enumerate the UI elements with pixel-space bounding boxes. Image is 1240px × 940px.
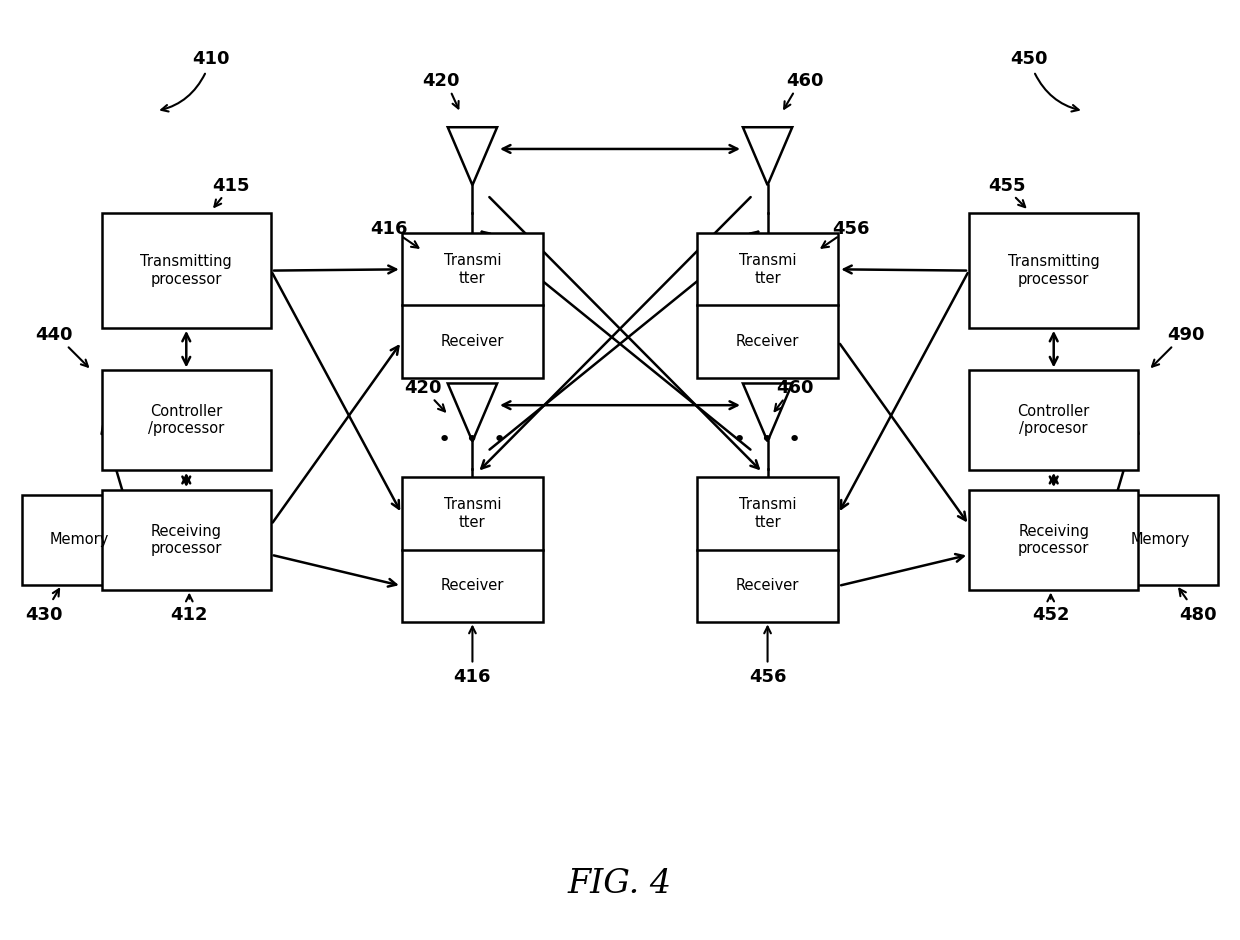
FancyBboxPatch shape bbox=[402, 233, 543, 378]
FancyBboxPatch shape bbox=[968, 213, 1138, 328]
FancyBboxPatch shape bbox=[968, 490, 1138, 589]
Text: Transmi
tter: Transmi tter bbox=[444, 253, 501, 286]
Text: 480: 480 bbox=[1179, 605, 1218, 623]
Text: 415: 415 bbox=[212, 177, 250, 195]
Text: Transmi
tter: Transmi tter bbox=[739, 497, 796, 530]
FancyBboxPatch shape bbox=[102, 370, 272, 470]
Text: 456: 456 bbox=[749, 668, 786, 686]
Text: Memory: Memory bbox=[50, 532, 109, 547]
Text: 430: 430 bbox=[25, 605, 62, 623]
Text: Controller
/processor: Controller /processor bbox=[148, 404, 224, 436]
Text: Receiving
processor: Receiving processor bbox=[150, 524, 222, 556]
Text: 416: 416 bbox=[454, 668, 491, 686]
Text: 440: 440 bbox=[35, 326, 72, 344]
Text: 410: 410 bbox=[192, 50, 229, 69]
Text: 455: 455 bbox=[988, 177, 1025, 195]
FancyBboxPatch shape bbox=[697, 478, 838, 622]
Text: Controller
/procesor: Controller /procesor bbox=[1018, 404, 1090, 436]
FancyBboxPatch shape bbox=[402, 478, 543, 622]
Text: 460: 460 bbox=[776, 379, 813, 398]
Text: 460: 460 bbox=[786, 72, 823, 90]
Text: 420: 420 bbox=[422, 72, 459, 90]
Text: Receiver: Receiver bbox=[440, 578, 505, 593]
FancyBboxPatch shape bbox=[22, 495, 136, 585]
Text: 450: 450 bbox=[1011, 50, 1048, 69]
Text: •  •  •: • • • bbox=[733, 431, 802, 450]
Text: 452: 452 bbox=[1032, 605, 1069, 623]
Text: 416: 416 bbox=[370, 220, 408, 238]
Text: Receiver: Receiver bbox=[735, 578, 800, 593]
Text: Transmitting
processor: Transmitting processor bbox=[1008, 255, 1100, 287]
Text: 420: 420 bbox=[404, 379, 441, 398]
Text: FIG. 4: FIG. 4 bbox=[568, 868, 672, 900]
Text: 490: 490 bbox=[1168, 326, 1205, 344]
FancyBboxPatch shape bbox=[968, 370, 1138, 470]
Text: Transmi
tter: Transmi tter bbox=[444, 497, 501, 530]
FancyBboxPatch shape bbox=[102, 490, 272, 589]
Text: Memory: Memory bbox=[1131, 532, 1190, 547]
Text: Receiver: Receiver bbox=[735, 334, 800, 349]
FancyBboxPatch shape bbox=[1104, 495, 1218, 585]
FancyBboxPatch shape bbox=[102, 213, 272, 328]
Text: Receiving
processor: Receiving processor bbox=[1018, 524, 1090, 556]
Text: Transmi
tter: Transmi tter bbox=[739, 253, 796, 286]
Text: 412: 412 bbox=[171, 605, 208, 623]
Text: Transmitting
processor: Transmitting processor bbox=[140, 255, 232, 287]
FancyBboxPatch shape bbox=[697, 233, 838, 378]
Text: Receiver: Receiver bbox=[440, 334, 505, 349]
Text: •  •  •: • • • bbox=[438, 431, 507, 450]
Text: 456: 456 bbox=[832, 220, 870, 238]
